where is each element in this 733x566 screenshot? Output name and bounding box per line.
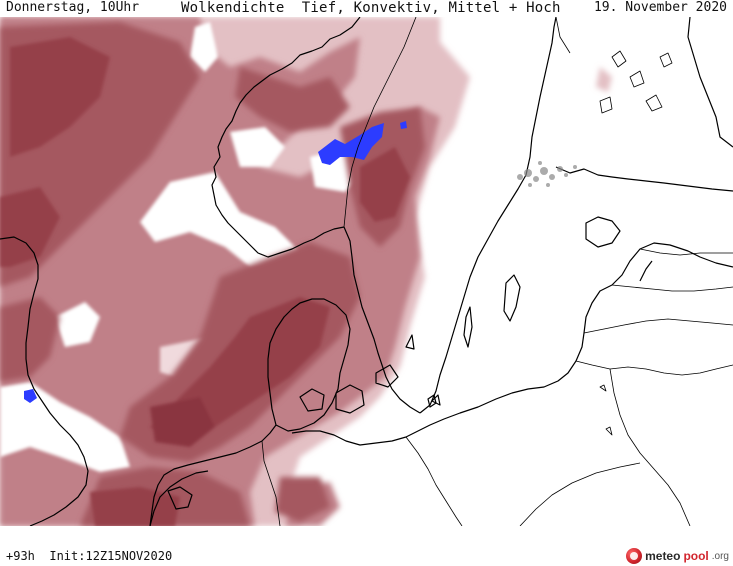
border-norway-sweden: [343, 17, 417, 228]
meteopool-logo-icon: [626, 548, 643, 564]
border-sweden-finland: [555, 17, 571, 54]
cloud-layer-dense: [0, 37, 410, 526]
logo-text-pool: pool: [683, 549, 709, 563]
island-gotland: [503, 274, 521, 322]
meteopool-logo[interactable]: meteo pool .org: [626, 546, 729, 566]
coast-germany-north: [149, 424, 277, 526]
border-poland-east: [575, 360, 733, 376]
convective-cells: [24, 121, 407, 403]
forecast-date: 19. November 2020: [593, 0, 727, 15]
coast-netherlands: [149, 470, 209, 526]
forecast-day-time: Donnerstag, 10Uhr: [6, 0, 140, 15]
coast-denmark: [267, 298, 351, 432]
archipelago-speckle: [517, 161, 577, 187]
coast-sweden-west: [343, 226, 421, 414]
island-bornholm: [427, 394, 437, 408]
logo-text-org: .org: [711, 550, 729, 562]
coast-norway: [211, 17, 361, 258]
map-title: Wolkendichte Tief, Konvektiv, Mittel + H…: [181, 0, 561, 16]
coast-uk: [0, 236, 89, 526]
coast-baltic-states: [405, 242, 733, 438]
coast-finland: [555, 166, 733, 192]
map-canvas: [0, 17, 733, 526]
forecast-run-info: +93h Init:12Z15NOV2020: [6, 549, 173, 563]
coastlines: [0, 17, 733, 526]
border-poland: [405, 436, 463, 526]
logo-text-meteo: meteo: [645, 549, 681, 563]
coast-sweden-east: [419, 17, 557, 414]
cloud-cover-map: [0, 17, 733, 526]
island-oland: [463, 306, 473, 348]
